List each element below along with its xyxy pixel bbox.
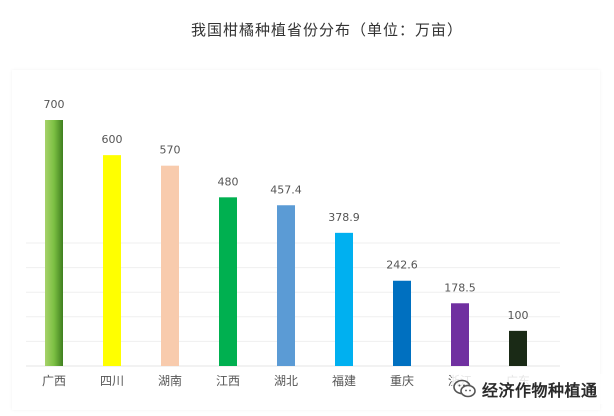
category-label-7: 重庆 [390,374,414,388]
data-label-4: 480 [218,175,239,188]
data-label-3: 570 [160,144,181,157]
category-label-3: 湖南 [158,373,182,388]
data-label-8: 178.5 [444,281,476,294]
chart-title: 我国柑橘种植省份分布（单位：万亩） [190,21,463,39]
bar-1 [45,120,63,366]
category-label-5: 湖北 [274,373,298,388]
wechat-icon [453,379,476,398]
bar-8 [451,303,469,366]
bar-9 [509,330,527,366]
bars [45,120,527,366]
bar-3 [161,165,179,366]
category-label-1: 广西 [42,374,66,388]
data-label-2: 600 [102,133,123,146]
category-label-4: 江西 [216,374,240,388]
data-label-7: 242.6 [386,259,418,272]
data-label-9: 100 [508,309,529,322]
bar-5 [277,205,295,366]
data-labels: 700 600 570 480 457.4 378.9 242.6 178.5 100 [44,98,529,322]
bar-7 [393,280,411,366]
category-label-2: 四川 [100,374,124,388]
bar-6 [335,232,353,366]
category-label-6: 福建 [332,373,356,388]
category-labels: 广西四川湖南江西湖北福建重庆浙江广东 [42,373,530,388]
watermark-text: 经济作物种植通 [482,381,598,400]
data-label-5: 457.4 [270,183,302,196]
watermark: 经济作物种植通 [452,374,604,404]
data-label-1: 700 [44,98,65,111]
bar-2 [103,155,121,366]
bar-4 [219,197,237,366]
data-label-6: 378.9 [328,211,360,224]
